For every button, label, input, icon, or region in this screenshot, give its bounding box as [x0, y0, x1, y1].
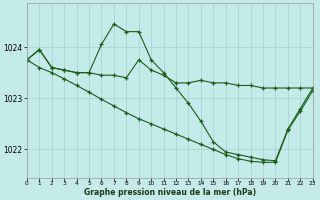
X-axis label: Graphe pression niveau de la mer (hPa): Graphe pression niveau de la mer (hPa)	[84, 188, 256, 197]
